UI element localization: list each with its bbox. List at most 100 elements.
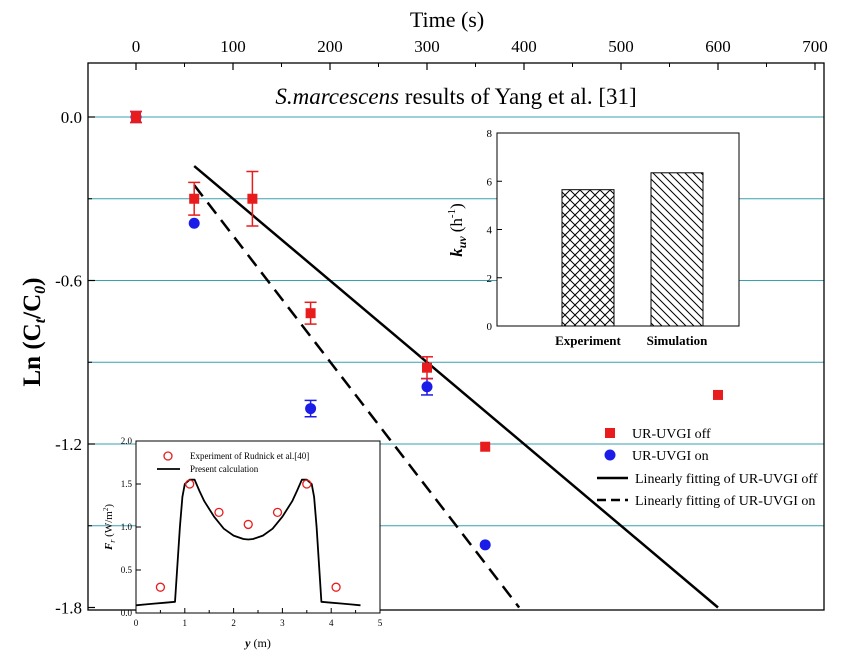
main-legend: UR-UVGI off UR-UVGI on Linearly fitting …	[597, 427, 818, 509]
line-y-tick-label: 0.0	[121, 608, 133, 618]
point-off	[305, 308, 316, 319]
bar-y-tick-label: 4	[487, 225, 493, 237]
main-y-tick-label: 0.0	[61, 108, 82, 127]
line-y-label-sup: 2	[102, 507, 110, 511]
line-y-axis-label: Fr (W/m2)	[102, 504, 117, 551]
bar-bars: Experiment Simulation	[555, 172, 708, 348]
bar-y-label-sup: -1	[446, 209, 458, 218]
experiment-point	[214, 507, 224, 518]
line-x-tick-label: 3	[280, 618, 285, 628]
line-legend: Experiment of Rudnick et al.[40] Present…	[157, 451, 309, 474]
fit-line-off	[193, 165, 719, 609]
experiment-point	[302, 479, 312, 489]
bar-category-label: Simulation	[647, 333, 708, 348]
line-y-label-var: F	[103, 542, 115, 551]
present-calculation-line	[135, 478, 361, 607]
line-y-label-unit: (W/m	[103, 511, 115, 540]
y-label-sub2: 0	[32, 286, 49, 294]
experiment-point	[272, 507, 283, 518]
experiment-point	[185, 479, 195, 489]
bar-category-label: Experiment	[555, 333, 621, 348]
y-label-part1: Ln (C	[19, 323, 46, 386]
main-y-axis-label: Ln (Ct/C0)	[19, 278, 49, 387]
line-y-tick-label: 1.0	[121, 522, 133, 532]
point-on	[305, 403, 317, 415]
bar-y-tick-label: 8	[487, 128, 493, 140]
line-x-tick-label: 2	[231, 618, 236, 628]
experiment-point	[243, 519, 253, 530]
line-y-label-sub: r	[108, 539, 117, 543]
line-legend-marker-exp	[163, 451, 173, 461]
point-off	[422, 362, 432, 373]
main-x-ticks: 0 100 200 300 400 500 600 700	[132, 37, 828, 70]
line-y-tick-label: 2.0	[121, 436, 133, 446]
point-off	[189, 193, 200, 204]
line-y-ticks: 0.0 0.5 1.0 1.5 2.0	[121, 436, 141, 618]
main-x-tick-label: 300	[414, 37, 440, 56]
bar-y-tick-label: 6	[487, 176, 493, 188]
main-fit-lines	[193, 165, 719, 609]
line-x-tick-label: 5	[378, 618, 383, 628]
line-y-tick-label: 0.5	[121, 565, 133, 575]
main-y-ticks: 0.0 -0.6 -1.2 -1.8	[55, 108, 95, 618]
legend-label-off-fit: Linearly fitting of UR-UVGI off	[635, 472, 818, 487]
bar-simulation	[650, 172, 704, 327]
bar-y-label-main: k	[447, 248, 466, 257]
bar-inset-frame	[496, 132, 740, 327]
bar-y-axis-label: kuv (h-1)	[446, 203, 469, 257]
main-y-tick-label: -1.8	[55, 599, 82, 618]
y-label-part2: /C	[19, 294, 46, 320]
main-x-tick-label: 700	[802, 37, 828, 56]
bar-y-tick-label: 2	[487, 273, 493, 285]
line-x-tick-label: 0	[134, 618, 139, 628]
line-legend-label-exp: Experiment of Rudnick et al.[40]	[190, 451, 309, 461]
line-legend-label-calc: Present calculation	[190, 464, 259, 474]
main-data-points	[130, 110, 723, 551]
bar-y-tick-label: 0	[487, 321, 493, 333]
line-y-tick-label: 1.5	[121, 479, 133, 489]
bar-y-label-end: )	[447, 203, 466, 209]
point-on	[479, 539, 491, 551]
main-y-tick-label: -1.2	[55, 435, 82, 454]
main-chart-title-rest: results of Yang et al. [31]	[399, 84, 637, 109]
main-chart-title-italic: S.marcescens	[275, 84, 399, 109]
point-off	[247, 193, 258, 204]
point-off	[480, 441, 491, 452]
experiment-point	[331, 582, 341, 592]
line-x-axis-label: y (m)	[243, 636, 271, 650]
line-inset-frame	[135, 440, 381, 614]
main-x-tick-label: 600	[705, 37, 731, 56]
main-chart-title: S.marcescens results of Yang et al. [31]	[275, 84, 636, 109]
point-off	[131, 112, 141, 122]
line-x-tick-label: 1	[183, 618, 188, 628]
main-y-tick-label: -0.6	[55, 272, 82, 291]
bar-inset: 0 2 4 6 8 Experiment Simulation kuv (h-1)	[446, 128, 740, 348]
line-series	[135, 478, 361, 607]
line-x-label-var: y	[243, 636, 251, 650]
bar-y-label-sub: uv	[455, 236, 469, 249]
legend-marker-on	[604, 449, 616, 461]
bar-experiment	[561, 189, 615, 327]
line-inset: 0 1 2 3 4 5 0.0 0.5 1.0 1.5 2.0 Experiment of Rud…	[102, 436, 383, 650]
line-y-label-end: )	[103, 504, 115, 508]
bar-y-label-unit: (h	[447, 218, 466, 233]
y-label-part3: )	[19, 278, 46, 286]
legend-marker-off	[605, 428, 615, 438]
point-on	[188, 217, 200, 229]
main-x-tick-label: 0	[132, 37, 141, 56]
legend-label-off: UR-UVGI off	[632, 427, 711, 442]
experiment-point	[155, 582, 166, 592]
legend-label-on: UR-UVGI on	[632, 449, 709, 464]
main-x-tick-label: 400	[511, 37, 537, 56]
line-x-label-unit: (m)	[251, 636, 271, 650]
point-off	[713, 389, 723, 400]
y-label-sub1: t	[32, 318, 49, 323]
main-x-tick-label: 500	[608, 37, 634, 56]
main-x-tick-label: 100	[220, 37, 246, 56]
main-x-axis-label: Time (s)	[410, 7, 484, 32]
main-plot-frame	[87, 62, 825, 611]
fit-line-on	[193, 184, 521, 609]
legend-label-on-fit: Linearly fitting of UR-UVGI on	[635, 494, 815, 509]
line-x-tick-label: 4	[329, 618, 334, 628]
